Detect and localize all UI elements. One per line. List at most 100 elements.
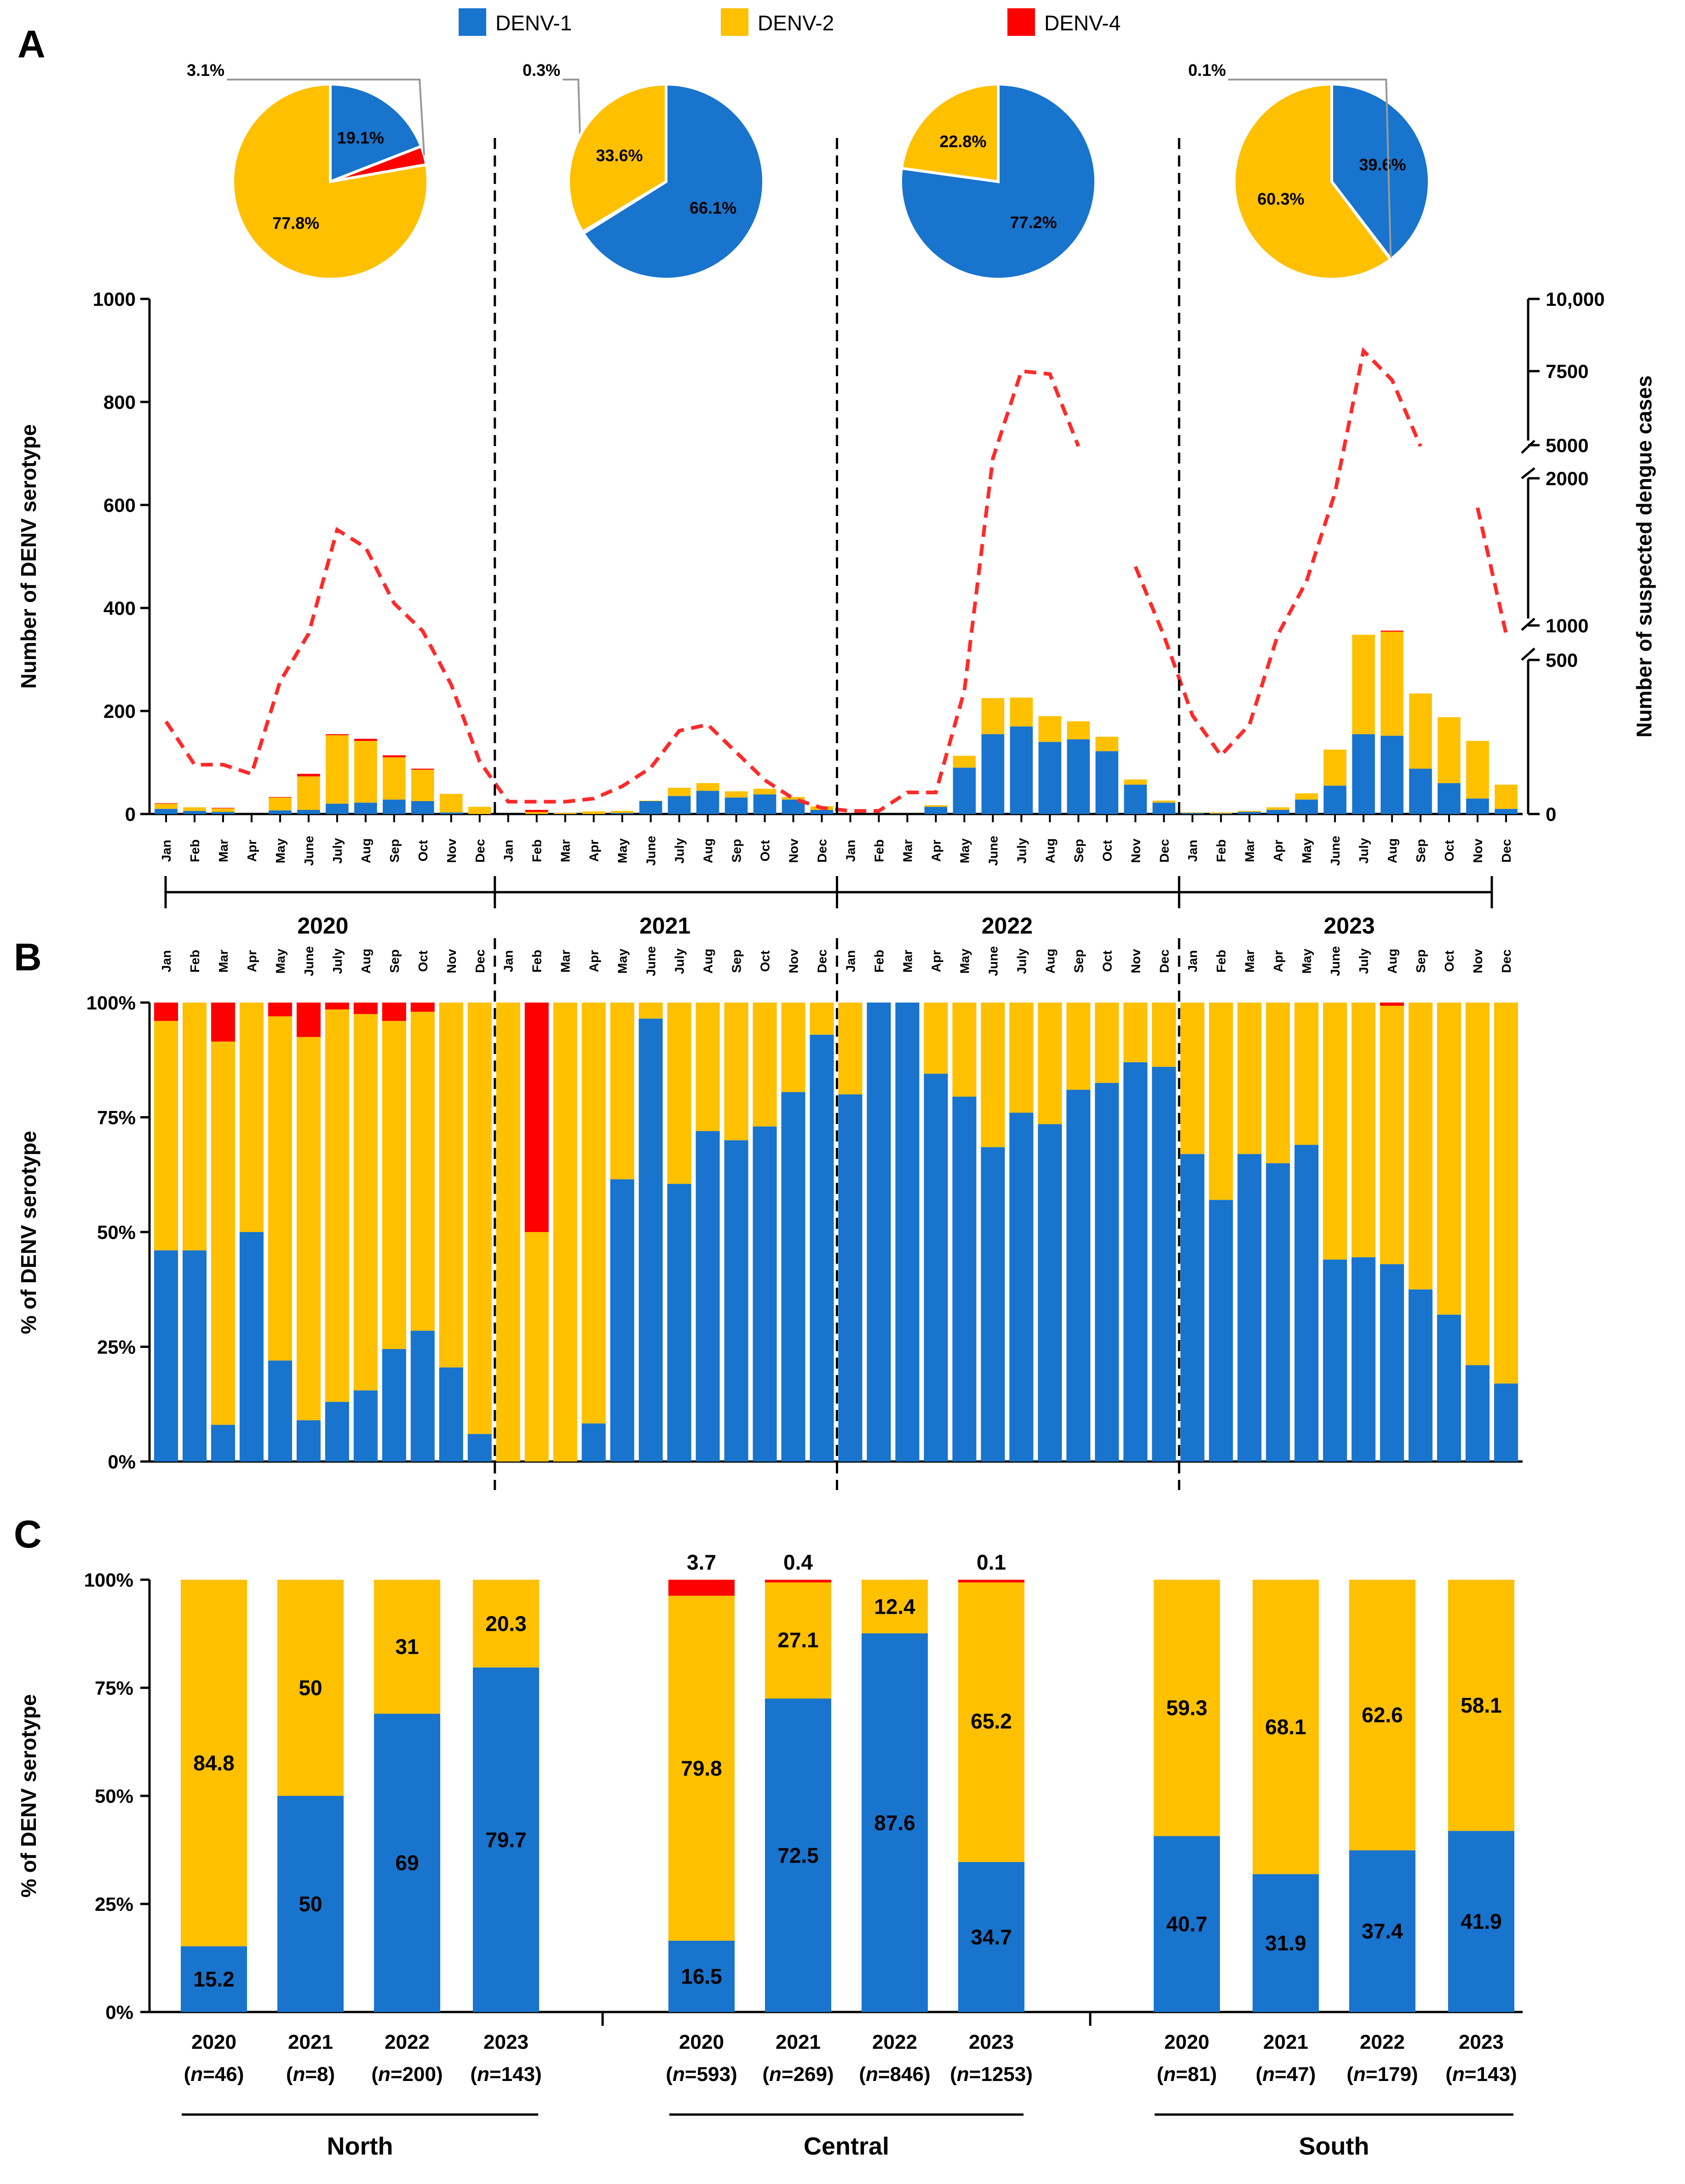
a-bar-denv1 [1152, 803, 1176, 814]
b-month-label: Apr [245, 950, 259, 972]
pie-label-2022-denv-1: 77.2% [1010, 213, 1057, 232]
b-bar-denv1 [1294, 1145, 1319, 1462]
pie-slice-2020-denv-2 [231, 82, 429, 281]
pie-leader-2023 [1228, 79, 1392, 259]
b-bar-denv4 [410, 1003, 435, 1012]
c-bar-denv2-south-2023 [1448, 1580, 1514, 1831]
b-bar-denv1 [1494, 1383, 1518, 1462]
c-region-label-north: North [327, 2132, 393, 2160]
b-bar-denv1 [325, 1402, 349, 1462]
a-bar-denv1 [439, 812, 463, 814]
a-y2tick-label: 10,000 [1546, 288, 1604, 310]
a-bar-denv1 [212, 812, 235, 814]
b-bar-denv1 [1323, 1259, 1347, 1462]
b-bar-denv2 [410, 1011, 435, 1331]
b-bar-denv1 [1038, 1124, 1062, 1462]
c-year-label: 2020 [679, 2031, 724, 2053]
panel-label-b: B [14, 935, 42, 979]
a-bar-denv2 [582, 811, 605, 814]
pie-label-2021-denv-2: 33.6% [596, 146, 643, 165]
a-bar-denv1 [1495, 808, 1518, 814]
b-bar-denv2 [1380, 1005, 1404, 1264]
b-bar-denv4 [524, 1003, 549, 1232]
b-bar-denv2 [353, 1014, 378, 1391]
a-bar-denv2 [1238, 811, 1261, 812]
a-month-label: Apr [1271, 840, 1285, 862]
a-bar-denv1 [354, 803, 377, 814]
a-month-label: Sep [730, 839, 744, 862]
a-bar-denv2 [1323, 750, 1346, 786]
c-region-label-central: Central [804, 2132, 889, 2160]
b-bar-denv2 [781, 1003, 805, 1092]
b-y-axis-label: % of DENV serotype [17, 1131, 40, 1334]
b-bar-denv1 [810, 1034, 834, 1462]
b-bar-denv2 [667, 1003, 691, 1184]
a-month-label: Nov [787, 838, 801, 863]
c-label-denv1: 87.6 [874, 1811, 915, 1834]
b-month-label: July [1014, 948, 1029, 974]
a-bar-denv1 [1323, 785, 1346, 814]
a-month-label: June [302, 836, 316, 866]
b-month-label: Sep [1071, 949, 1086, 973]
c-bar-denv1-central-2021 [765, 1698, 831, 2012]
c-bar-denv1-north-2020 [181, 1946, 247, 2012]
b-bar-denv2 [1180, 1003, 1205, 1154]
b-month-label: June [986, 946, 1000, 976]
c-label-denv2: 79.8 [681, 1756, 722, 1780]
a-bar-denv1 [1266, 810, 1289, 814]
pie-leader-2020 [227, 79, 426, 155]
c-n-label: (n=200) [371, 2063, 443, 2086]
c-bar-denv2-central-2020 [668, 1595, 735, 1941]
a-month-label: Mar [558, 839, 573, 862]
a-bar-denv2 [1380, 631, 1403, 736]
b-bar-denv1 [696, 1131, 720, 1462]
a-month-label: Jan [843, 840, 857, 862]
a-bar-denv2 [439, 794, 463, 813]
a-bar-denv2 [1495, 785, 1518, 809]
a-bar-denv2 [1038, 716, 1062, 742]
b-bar-denv2 [981, 1003, 1005, 1147]
b-bar-denv1 [239, 1232, 264, 1462]
b-month-label: May [615, 948, 630, 974]
a-bar-denv1 [753, 794, 776, 814]
c-label-denv1: 15.2 [193, 1967, 235, 1991]
b-bar-denv1 [410, 1330, 435, 1462]
a-month-label: Oct [758, 840, 772, 862]
c-label-denv2: 58.1 [1461, 1693, 1502, 1717]
b-bar-denv1 [581, 1423, 606, 1462]
b-month-label: Apr [1271, 950, 1285, 972]
c-ytick-label: 25% [95, 1893, 133, 1915]
a-cases-line [164, 369, 1081, 813]
b-bar-denv4 [1380, 1003, 1404, 1006]
b-bar-denv1 [867, 1003, 891, 1462]
a-cases-line [1133, 347, 1422, 759]
a-bar-denv2 [1209, 812, 1233, 814]
b-ytick-label: 50% [97, 1221, 136, 1243]
panel-c-regional-percent: C 0% 25% 50% 75% 100% % of DENV serotype 15.2 84… [14, 1513, 1523, 2160]
pie-slice-2020-denv-1 [329, 82, 423, 184]
panel-b-monthly-percent: B 0% 25% 50% 75% 100% % of DENV serotype Jan Feb… [14, 935, 1523, 1473]
a-y2tick-label: 5000 [1546, 435, 1588, 456]
a-bar-denv1 [1409, 768, 1432, 814]
c-label-denv1: 16.5 [681, 1964, 722, 1988]
a-month-label: May [615, 838, 630, 863]
a-bar-denv4 [383, 755, 406, 757]
c-label-denv2: 68.1 [1265, 1715, 1306, 1739]
b-month-label: Jan [501, 950, 516, 972]
b-bar-denv1 [1095, 1083, 1119, 1462]
a-y2-break-mark [1521, 648, 1535, 661]
a-month-label: June [644, 836, 658, 866]
b-month-label: May [1300, 948, 1314, 974]
c-bar-denv1-central-2020 [668, 1940, 735, 2012]
b-bar-denv1 [1266, 1163, 1290, 1462]
a-month-label: Oct [416, 840, 430, 862]
a-y2tick-label: 500 [1546, 649, 1578, 671]
a-month-label: Nov [1128, 838, 1143, 863]
c-bar-denv2-central-2023 [958, 1580, 1024, 1862]
b-bar-denv4 [325, 1003, 349, 1009]
pie-slice-2023-denv-2 [1232, 82, 1393, 281]
c-label-denv2: 84.8 [193, 1751, 235, 1775]
c-bar-denv2-north-2020 [181, 1580, 247, 1947]
a-ytick-label: 1000 [93, 288, 136, 310]
a-bar-denv2 [782, 797, 805, 800]
